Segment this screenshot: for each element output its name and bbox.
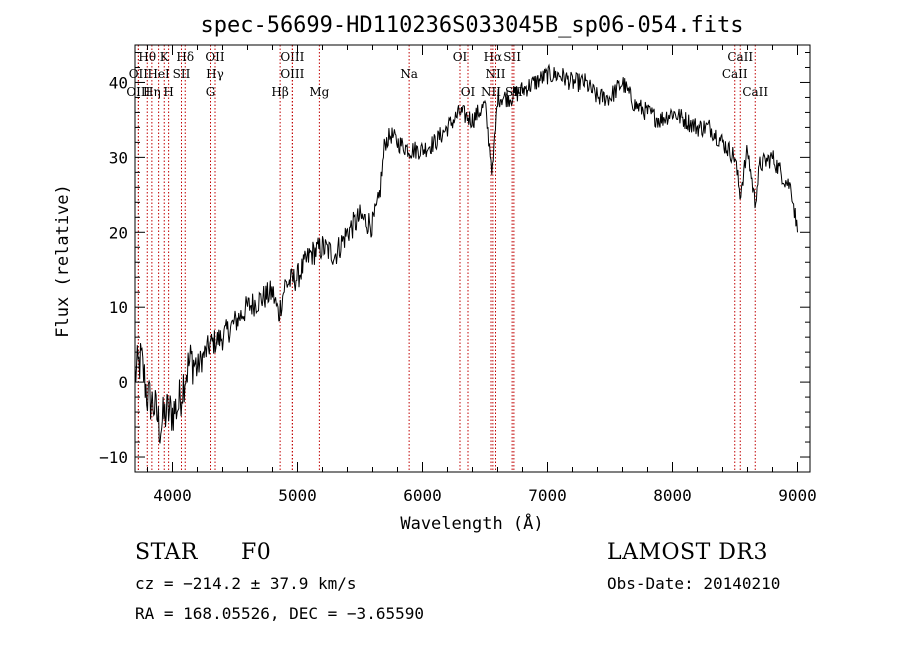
x-tick-label: 6000 [403,486,442,505]
object-subclass: F0 [241,540,272,565]
survey-name: LAMOST DR3 [607,540,768,565]
marker-label: HeI [147,67,170,81]
spectrum-line [134,63,798,444]
marker-label: H [163,85,173,99]
marker-label: Hα [484,50,503,64]
y-tick-label: −10 [99,448,128,467]
marker-label: SII [173,67,191,81]
marker-label: Hη [143,85,161,99]
x-tick-label: 7000 [528,486,567,505]
marker-label: OI [461,85,476,99]
y-tick-label: 20 [109,223,128,242]
coordinates: RA = 168.05526, DEC = −3.65590 [135,604,424,623]
axes: 4000 5000 6000 7000 8000 9000 −10 0 10 20 30 40 [99,44,817,505]
marker-label: SII [503,50,521,64]
marker-label: CaII [722,67,748,81]
x-tick-label: 8000 [653,486,692,505]
marker-label: Mg [309,85,329,99]
redshift-velocity: cz = −214.2 ± 37.9 km/s [135,574,357,593]
marker-label: Hβ [271,85,288,99]
x-tick-label: 4000 [153,486,192,505]
marker-label: G [206,85,216,99]
marker-label: NII [486,67,506,81]
spectrum-series [134,63,798,444]
marker-label: Na [400,67,418,81]
y-axis-label: Flux (relative) [53,184,73,338]
y-tick-label: 10 [109,298,128,317]
chart-title: spec-56699-HD110236S033045B_sp06-054.fit… [200,13,743,38]
spectrum-chart: spec-56699-HD110236S033045B_sp06-054.fit… [53,13,817,534]
y-tick-label: 40 [109,73,128,92]
marker-label: OIII [280,67,304,81]
x-tick-label: 5000 [278,486,317,505]
y-tick-label: 30 [109,148,128,167]
x-axis-label: Wavelength (Å) [400,512,543,534]
y-tick-label: 0 [118,373,128,392]
marker-label: Hθ [138,50,156,64]
marker-label: Hγ [206,67,224,81]
observation-date: Obs-Date: 20140210 [607,574,781,593]
marker-label: Hδ [176,50,194,64]
plot-frame [134,44,811,473]
marker-label: NII [481,85,501,99]
x-tick-label: 9000 [778,486,817,505]
marker-label: CaII [742,85,768,99]
marker-label: CaII [727,50,753,64]
marker-label: OI [453,50,468,64]
object-type: STAR [135,540,198,565]
marker-label: OIII [126,85,150,99]
marker-label: K [160,50,170,64]
